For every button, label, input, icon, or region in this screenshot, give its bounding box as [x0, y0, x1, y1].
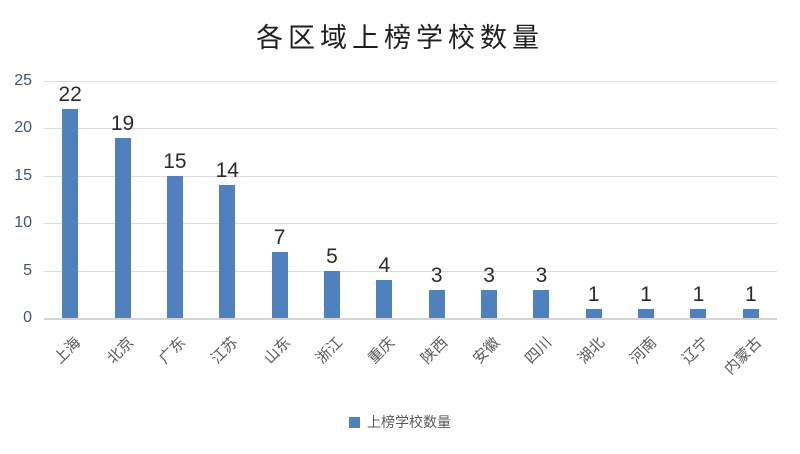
x-tick-label: 辽宁	[679, 334, 713, 368]
bar-value-label: 5	[326, 244, 338, 268]
x-tick: 内蒙古	[721, 324, 777, 402]
bar	[271, 251, 288, 318]
x-tick: 浙江	[306, 324, 358, 402]
x-tick-label: 湖北	[574, 334, 608, 368]
x-tick-label: 北京	[103, 334, 137, 368]
bar-column: 1	[620, 81, 672, 318]
bar	[114, 137, 131, 318]
bar-value-label: 7	[273, 225, 286, 249]
bar-value-label: 19	[110, 111, 135, 135]
bar-value-label: 1	[692, 282, 705, 306]
x-tick: 重庆	[358, 324, 410, 402]
y-tick-label: 15	[14, 166, 32, 184]
x-tick: 湖北	[568, 324, 620, 402]
bar-column: 3	[463, 81, 515, 318]
x-tick-label: 上海	[51, 334, 85, 368]
y-tick-label: 5	[23, 261, 32, 279]
bar	[742, 308, 759, 318]
x-axis-baseline	[44, 318, 777, 320]
bar	[323, 270, 340, 318]
x-tick-label: 安徽	[469, 334, 504, 368]
legend: 上榜学校数量	[0, 412, 800, 432]
plot-area: 22 19 15 14 7 5 4 3 3 3 1 1 1 1	[44, 81, 777, 320]
bar-column: 1	[672, 81, 724, 318]
legend-label: 上榜学校数量	[367, 414, 451, 430]
bar-value-label: 22	[58, 83, 82, 107]
y-tick-label: 25	[14, 72, 32, 89]
x-tick-label: 浙江	[312, 334, 347, 368]
bar	[428, 289, 445, 318]
bar-column: 14	[201, 81, 253, 318]
bar-column: 3	[411, 81, 463, 318]
bar-column: 5	[306, 81, 358, 318]
x-tick: 陕西	[411, 324, 463, 402]
y-axis: 0 5 10 15 20 25	[0, 72, 32, 326]
x-tick-label: 四川	[522, 334, 556, 368]
bar-value-label: 3	[535, 263, 548, 287]
chart-title: 各区域上榜学校数量	[256, 23, 544, 53]
bar	[533, 289, 550, 318]
x-tick: 安徽	[463, 324, 515, 402]
bar	[219, 185, 236, 318]
x-tick: 北京	[96, 324, 148, 402]
x-tick: 上海	[44, 324, 96, 402]
x-tick-label: 内蒙古	[721, 334, 766, 378]
bar-column: 15	[149, 81, 201, 318]
bar	[690, 308, 707, 318]
x-tick: 河南	[620, 324, 672, 402]
gridline	[44, 223, 777, 225]
x-tick-label: 广东	[155, 334, 190, 368]
x-tick-label: 江苏	[208, 334, 242, 368]
bar	[638, 308, 655, 318]
x-tick-label: 陕西	[417, 334, 451, 368]
x-tick-label: 山东	[260, 334, 294, 368]
x-tick: 山东	[253, 324, 305, 402]
bar-value-label: 3	[430, 263, 443, 287]
y-tick-label: 20	[14, 119, 32, 137]
bar-column: 1	[568, 81, 620, 318]
bar	[481, 289, 498, 318]
bar-column: 19	[96, 81, 148, 318]
bar-series: 22 19 15 14 7 5 4 3 3 3 1 1 1 1	[44, 81, 777, 318]
bar-column: 3	[515, 81, 567, 318]
x-axis: 上海 北京 广东 江苏 山东 浙江 重庆 陕西 安徽 四川 湖北 河南 辽宁 内蒙古	[44, 324, 777, 402]
x-tick: 江苏	[201, 324, 253, 402]
gridline	[44, 270, 777, 272]
bar-value-label: 14	[215, 159, 239, 183]
bar-column: 7	[253, 81, 305, 318]
x-tick-label: 重庆	[365, 334, 399, 368]
legend-swatch-icon	[349, 416, 360, 428]
x-tick-label: 河南	[627, 334, 661, 368]
y-tick-label: 10	[14, 214, 32, 232]
bar-column: 22	[44, 81, 96, 318]
bar-column: 4	[358, 81, 410, 318]
bar	[585, 308, 602, 318]
bar-value-label: 3	[483, 263, 495, 287]
bar-column: 1	[725, 81, 777, 318]
x-tick: 四川	[515, 324, 567, 402]
y-tick-label: 0	[23, 309, 32, 326]
bar	[166, 175, 183, 318]
bar	[62, 109, 79, 318]
gridline	[44, 175, 777, 177]
bar-value-label: 1	[587, 282, 600, 306]
bar-value-label: 1	[640, 282, 652, 306]
x-tick: 广东	[149, 324, 201, 402]
bar	[376, 280, 393, 318]
x-tick: 辽宁	[672, 324, 724, 402]
bar-value-label: 15	[163, 149, 187, 173]
gridline	[44, 81, 777, 82]
bar-value-label: 4	[378, 254, 391, 278]
gridline	[44, 128, 777, 130]
bar-value-label: 1	[745, 282, 757, 306]
